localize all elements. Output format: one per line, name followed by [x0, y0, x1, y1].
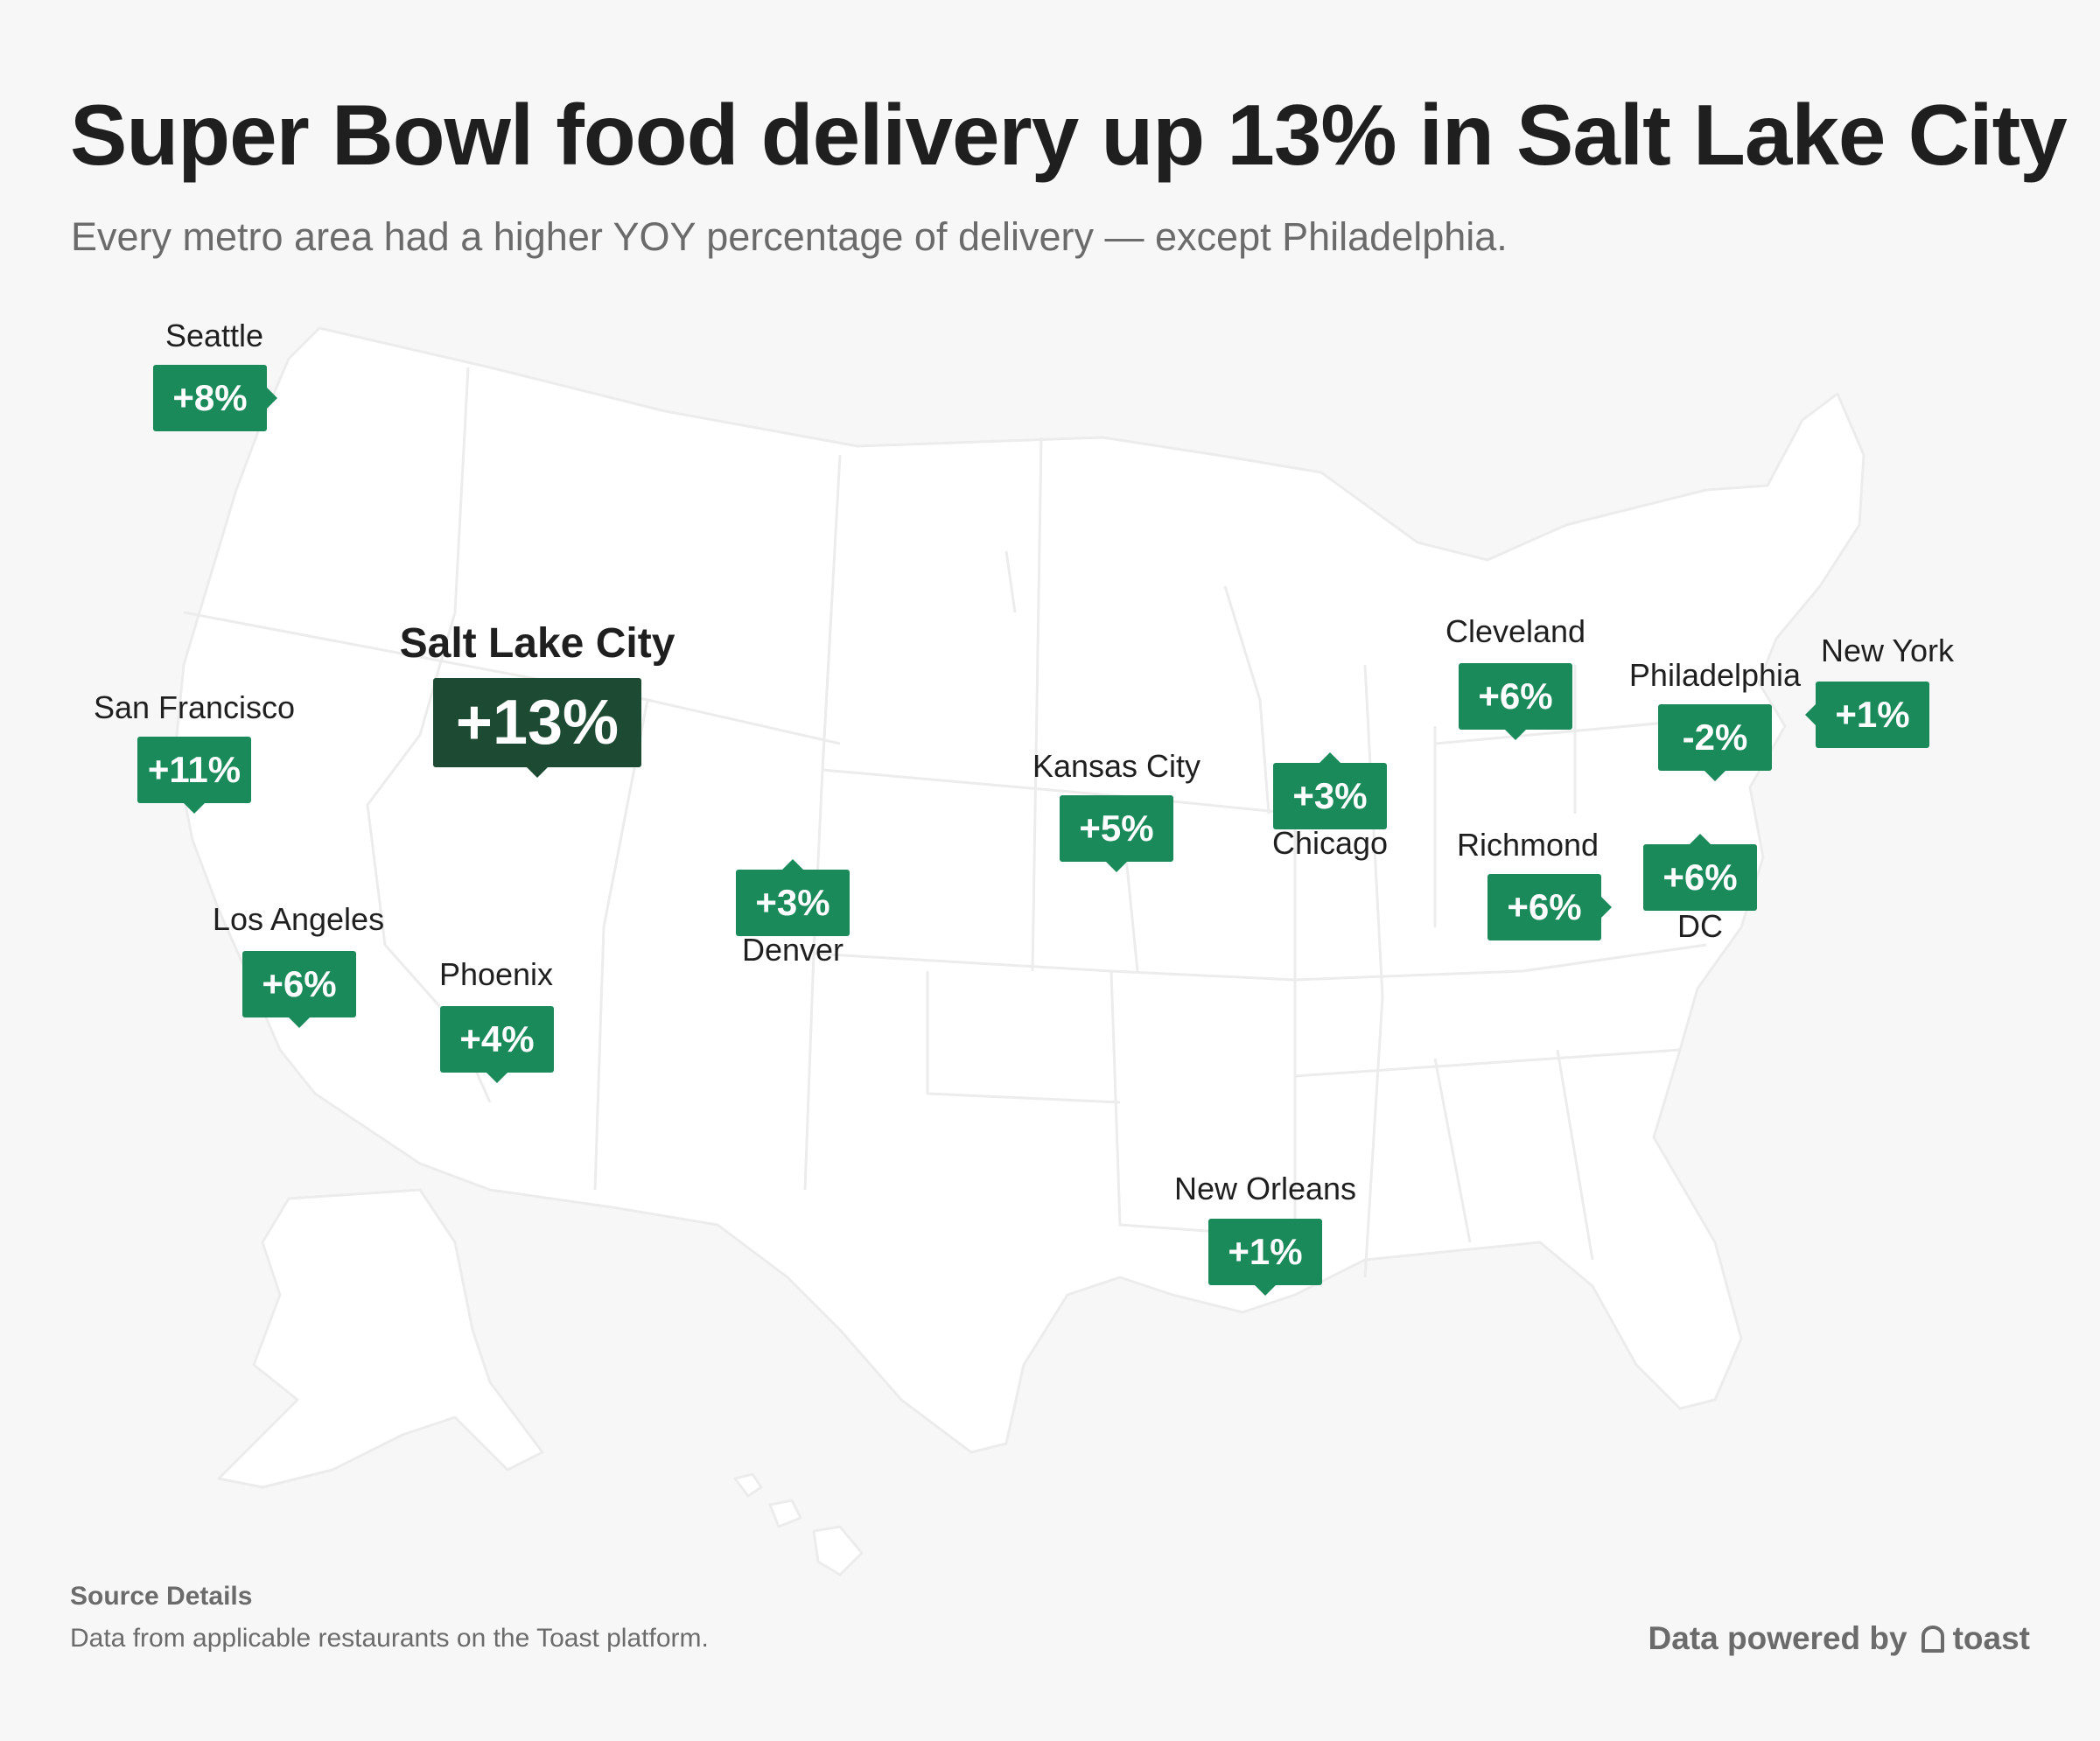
change-badge-philadelphia: -2% — [1658, 704, 1772, 781]
city-label-seattle: Seattle — [164, 318, 264, 353]
change-badge-san-francisco: +11% — [137, 737, 251, 814]
contiguous-us-land — [173, 326, 1866, 1454]
city-label-salt-lake-city: Salt Lake City — [399, 620, 676, 667]
city-label-new-orleans: New Orleans — [1173, 1171, 1357, 1206]
city-label-cleveland: Cleveland — [1445, 613, 1586, 649]
change-badge-cleveland: +6% — [1459, 663, 1572, 740]
page-subtitle: Every metro area had a higher YOY percen… — [71, 214, 1508, 259]
change-badge-new-orleans: +1% — [1208, 1219, 1322, 1296]
city-label-phoenix: Phoenix — [438, 956, 554, 992]
hawaii-land — [733, 1472, 864, 1577]
source-heading: Source Details — [70, 1582, 253, 1611]
change-badge-chicago: +3% — [1273, 752, 1387, 829]
city-label-denver: Denver — [741, 932, 844, 968]
change-badge-phoenix: +4% — [440, 1006, 554, 1083]
city-label-philadelphia: Philadelphia — [1628, 657, 1802, 693]
toast-brand-name: toast — [1952, 1620, 2030, 1656]
change-badge-salt-lake-city: +13% — [433, 678, 641, 778]
change-badge-kansas-city: +5% — [1060, 795, 1173, 872]
change-badge-denver: +3% — [736, 859, 850, 936]
change-badge-new-york: +1% — [1805, 682, 1929, 748]
city-label-richmond: Richmond — [1456, 827, 1600, 863]
city-label-san-francisco: San Francisco — [93, 689, 296, 725]
change-badge-richmond: +6% — [1488, 874, 1612, 940]
city-label-chicago: Chicago — [1271, 825, 1389, 861]
toast-brand: toast — [1918, 1620, 2030, 1657]
powered-by-label: Data powered by — [1648, 1620, 1908, 1656]
city-label-los-angeles: Los Angeles — [212, 901, 385, 937]
change-badge-seattle: +8% — [153, 365, 277, 431]
change-badge-dc: +6% — [1643, 834, 1757, 911]
city-label-dc: DC — [1677, 908, 1723, 944]
city-label-kansas-city: Kansas City — [1032, 748, 1201, 784]
change-badge-los-angeles: +6% — [242, 951, 356, 1028]
source-text: Data from applicable restaurants on the … — [70, 1624, 709, 1653]
toast-logo-icon — [1921, 1626, 1944, 1653]
page-title: Super Bowl food delivery up 13% in Salt … — [70, 87, 2068, 183]
alaska-land — [217, 1188, 544, 1489]
city-label-new-york: New York — [1820, 633, 1955, 668]
powered-by: Data powered by toast — [1648, 1620, 2030, 1657]
